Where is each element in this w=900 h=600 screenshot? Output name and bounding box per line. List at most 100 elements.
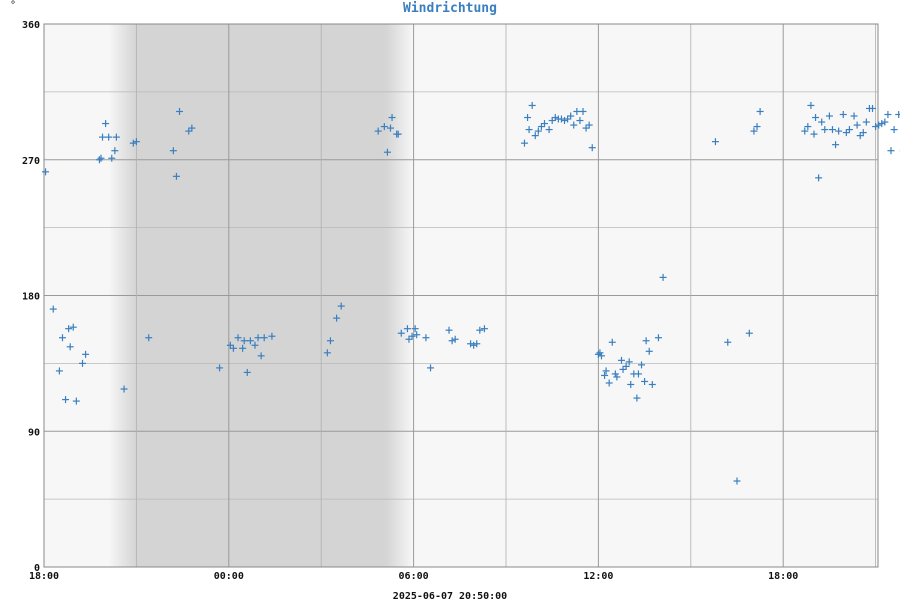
data-point (145, 334, 153, 342)
data-point (467, 340, 475, 348)
data-point (825, 112, 833, 120)
data-point (62, 396, 70, 404)
data-point (188, 124, 196, 132)
data-point (872, 123, 880, 131)
data-point (887, 147, 895, 155)
data-point (605, 379, 613, 387)
data-point (79, 359, 86, 367)
data-point (633, 394, 641, 402)
data-point (597, 352, 605, 360)
data-point (374, 127, 382, 135)
data-point (835, 127, 843, 135)
data-point (878, 120, 886, 128)
data-point (72, 397, 80, 405)
data-point (476, 326, 484, 334)
data-point (711, 138, 719, 146)
data-point (618, 356, 625, 364)
x-tick-label: 06:00 (399, 571, 429, 582)
y-tick-label: 360 (22, 20, 40, 31)
data-point (601, 371, 609, 379)
data-point (642, 337, 650, 345)
data-point (619, 365, 627, 373)
y-axis: 0 90 180 270 360 (22, 20, 40, 574)
data-point (881, 118, 889, 126)
data-point (102, 120, 110, 128)
data-point (111, 147, 119, 155)
data-point (411, 325, 419, 333)
data-point (383, 148, 391, 156)
data-point (842, 129, 850, 137)
data-point (890, 126, 898, 134)
data-point (337, 302, 345, 310)
data-point (445, 326, 453, 334)
data-point (634, 370, 642, 378)
data-point (82, 350, 90, 358)
data-point (66, 343, 74, 351)
data-point (545, 126, 553, 134)
data-point (801, 127, 809, 135)
data-point (387, 124, 394, 132)
plot-frame (43, 23, 879, 568)
x-tick-label: 00:00 (214, 571, 244, 582)
data-point (257, 352, 265, 360)
data-point (596, 349, 604, 357)
data-point (585, 121, 593, 129)
data-point (229, 344, 237, 352)
y-tick-label: 0 (34, 563, 40, 574)
data-point (869, 104, 877, 112)
x-tick-label: 12:00 (583, 571, 613, 582)
data-point (654, 334, 662, 342)
data-point (254, 334, 262, 342)
data-point (528, 101, 536, 109)
data-point (845, 126, 853, 134)
data-point (756, 107, 764, 115)
data-point (638, 361, 646, 369)
data-point (815, 174, 823, 182)
y-tick-label: 270 (22, 156, 40, 167)
data-point (537, 123, 545, 131)
data-point (333, 314, 341, 322)
data-point (750, 127, 758, 135)
data-point (448, 337, 456, 345)
data-point (132, 138, 140, 146)
data-point (403, 325, 411, 333)
data-point (832, 141, 840, 149)
data-point (745, 329, 753, 337)
data-point (875, 121, 883, 129)
data-point (884, 111, 892, 118)
data-point (551, 114, 559, 122)
data-point (839, 111, 847, 118)
data-point (850, 112, 858, 120)
data-point (576, 117, 584, 125)
data-point (120, 385, 128, 393)
data-point (323, 349, 331, 357)
data-point (388, 114, 396, 122)
data-point (112, 133, 120, 141)
data-point (408, 332, 416, 340)
data-point (812, 114, 820, 122)
data-point (234, 334, 242, 342)
x-tick-label: 18:00 (768, 571, 798, 582)
data-point (427, 364, 435, 372)
data-point (588, 144, 596, 152)
data-point (413, 331, 421, 339)
data-point (753, 123, 761, 131)
data-point (594, 350, 602, 358)
data-point (627, 380, 635, 388)
data-point (42, 168, 50, 176)
data-point (862, 118, 870, 126)
data-point (397, 329, 405, 337)
data-point (405, 335, 413, 343)
data-point (69, 323, 77, 331)
data-point (176, 107, 184, 115)
data-point (422, 334, 430, 342)
data-point (380, 123, 388, 131)
x-axis: 18:00 00:00 06:00 12:00 18:00 (29, 571, 798, 582)
data-point (473, 340, 481, 348)
data-point (268, 332, 276, 340)
data-point (95, 156, 103, 164)
data-point (561, 117, 569, 125)
data-point (859, 129, 867, 137)
data-point (55, 367, 63, 375)
